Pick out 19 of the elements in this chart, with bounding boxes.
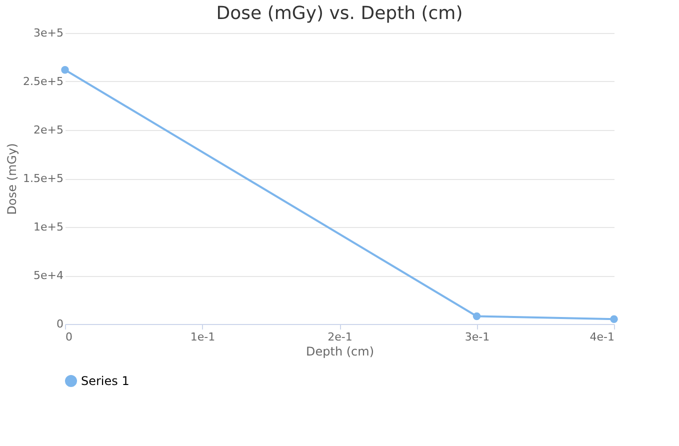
y-tick-label: 0 — [56, 318, 64, 330]
y-tick-label: 3e+5 — [34, 26, 64, 40]
y-tick-label: 5e+4 — [34, 269, 64, 282]
point — [61, 66, 69, 74]
y-tick-label: 1e+5 — [34, 220, 64, 234]
chart-title: Dose (mGy) vs. Depth (cm) — [216, 3, 463, 24]
y-tick-label: 2.5e+5 — [23, 75, 64, 88]
x-tick-label: 0 — [66, 330, 72, 344]
x-axis-title: Depth (cm) — [306, 344, 374, 358]
y-tick-label: 1.5e+5 — [23, 172, 64, 185]
point — [472, 312, 481, 320]
y-tick-label: 2e+5 — [34, 124, 64, 136]
x-tick-label: 1e-1 — [190, 330, 216, 344]
y-axis-title: Dose (mGy) — [5, 143, 20, 215]
x-tick-label: 2e-1 — [328, 330, 352, 344]
point — [610, 315, 618, 324]
legend-label: Series 1 — [81, 374, 130, 388]
x-tick-label: 3e-1 — [464, 330, 490, 344]
x-tick-label: 4e-1 — [590, 330, 614, 344]
